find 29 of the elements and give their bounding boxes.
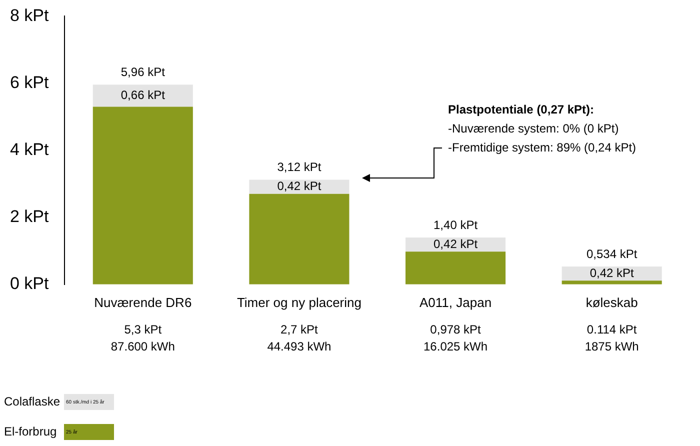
y-tick-label: 6 kPt bbox=[10, 72, 50, 92]
total-label: 1,40 kPt bbox=[434, 218, 478, 232]
total-label: 5,96 kPt bbox=[120, 64, 166, 79]
bar bbox=[406, 252, 506, 284]
data-label: 0,42 kPt bbox=[277, 179, 322, 194]
bar bbox=[92, 106, 193, 284]
y-tick-label: 0 kPt bbox=[10, 274, 50, 294]
y-tick-label: 4 kPt bbox=[10, 140, 50, 159]
total-label: 0,534 kPt bbox=[586, 246, 638, 261]
x-tick-label: A011, Japan bbox=[420, 294, 492, 310]
x-tick-label: køleskab bbox=[586, 294, 638, 310]
bar bbox=[92, 84, 193, 107]
legend-label: El-forbrug bbox=[4, 424, 57, 438]
x-tick-label: Nuværende DR6 bbox=[94, 294, 192, 310]
legend-label: Colaflaske bbox=[4, 394, 60, 408]
data-label: 0,42 kPt bbox=[434, 236, 478, 251]
total-label: 3,12 kPt bbox=[277, 160, 322, 174]
y-tick-label: 2 kPt bbox=[10, 207, 50, 226]
data-label: 0,66 kPt bbox=[120, 88, 166, 102]
y-tick-label: 8 kPt bbox=[10, 6, 50, 25]
text: 0.114 kPt 1875 kWh bbox=[584, 322, 639, 354]
annotation: Plastpotentiale (0,27 kPt): -Nuværende system: 0% (0 kPt) -Fremtidige system: 89% (0,24 kPt) bbox=[448, 102, 636, 154]
text: 2,7 kPt 44.493 kWh bbox=[267, 322, 332, 354]
x-tick-label: Timer og ny placering bbox=[236, 294, 362, 310]
bar bbox=[562, 280, 662, 284]
data-label: 0,42 kPt bbox=[590, 266, 635, 280]
text: 0,978 kPt 16.025 kWh bbox=[424, 322, 488, 354]
text: 5,3 kPt 87.600 kWh bbox=[110, 322, 175, 354]
bar bbox=[249, 194, 350, 284]
